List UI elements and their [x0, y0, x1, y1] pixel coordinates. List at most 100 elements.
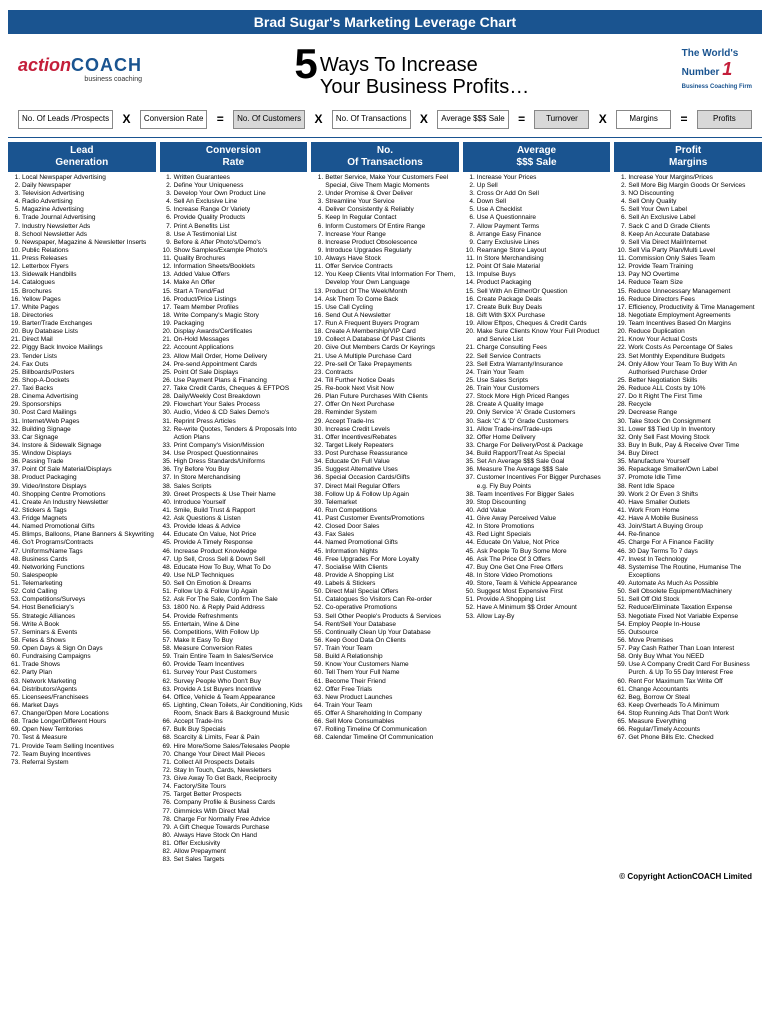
list-item: Fundraising Campaigns [8, 653, 156, 661]
list-item: Only Buy What You NEED [614, 653, 762, 661]
list-item: Sell Obsolete Equipment/Machinery [614, 588, 762, 596]
list-item: In Store Merchandising [463, 255, 611, 263]
five-num: 5 [294, 40, 317, 87]
list-item: Only Sell Fast Moving Stock [614, 434, 762, 442]
list-item: Use A Multiple Purchase Card [311, 353, 459, 361]
column: Better Service, Make Your Customers Feel… [311, 174, 459, 865]
list-item: Contracts [311, 369, 459, 377]
list-item: Use Call Cycling [311, 304, 459, 312]
divider [8, 137, 762, 138]
list-item: Use A Testimonial List [160, 231, 308, 239]
list-item: Use Prospect Questionnaires [160, 450, 308, 458]
list-item: Written Guarantees [160, 174, 308, 182]
list-item: Better Negotiation Skills [614, 377, 762, 385]
list-item: Post Card Mailings [8, 409, 156, 417]
list-item: Write Company's Magic Story [160, 312, 308, 320]
list-item: Repackage Smaller/Own Label [614, 466, 762, 474]
list-item: Have Smaller Outlets [614, 499, 762, 507]
list-item: A Gift Cheque Towards Purchase [160, 824, 308, 832]
list-item: Team Incentives Based On Margins [614, 320, 762, 328]
list-item: Send Out A Newsletter [311, 312, 459, 320]
list-item: Sell More Big Margin Goods Or Services [614, 182, 762, 190]
list-item: Ask Them To Come Back [311, 296, 459, 304]
logo-tag: business coaching [18, 76, 142, 83]
list-item: Systemise The Routine, Humanise The Exce… [614, 564, 762, 580]
list-item: Survey People Who Don't Buy [160, 678, 308, 686]
list-item: Streamline Your Service [311, 198, 459, 206]
list-item: School Newsletter Ads [8, 231, 156, 239]
list-item: Test & Measure [8, 734, 156, 742]
column: Increase Your Margins/PricesSell More Bi… [614, 174, 762, 865]
list-item: Rolling Timeline Of Communication [311, 726, 459, 734]
list-item: Packaging [160, 320, 308, 328]
footer: © Copyright ActionCOACH Limited [8, 872, 762, 881]
list-item: Car Signage [8, 434, 156, 442]
list-item: Cinema Advertising [8, 393, 156, 401]
list-item: Rent For Maximum Tax Write Off [614, 678, 762, 686]
list-item: Train Entire Team In Sales/Service [160, 653, 308, 661]
list-item: Information Sheets/Booklets [160, 263, 308, 271]
formula-op: = [679, 112, 690, 126]
list-item: Arrange Easy Finance [463, 231, 611, 239]
list-item: Train Your Team [463, 369, 611, 377]
formula-box: Conversion Rate [140, 110, 208, 129]
list-item: Work From Home [614, 507, 762, 515]
list-item: Increase Credit Levels [311, 426, 459, 434]
list-item: Local Newspaper Advertising [8, 174, 156, 182]
list-item: Create An Industry Newsletter [8, 499, 156, 507]
tagline-prefix: The World's [682, 48, 739, 59]
list-item: Work Costs As Percentage Of Sales [614, 344, 762, 352]
list-item: Build A Relationship [311, 653, 459, 661]
list-item: Sell More Consumables [311, 718, 459, 726]
list-item: Window Displays [8, 450, 156, 458]
list-item: Run Competitions [311, 507, 459, 515]
list-item: Know Your Customers Name [311, 661, 459, 669]
list-item: White Pages [8, 304, 156, 312]
list-item: Introduce Upgrades Regularly [311, 247, 459, 255]
list-item: Create A Quality Image [463, 401, 611, 409]
list-item: Re-write Quotes, Tenders & Proposals Int… [160, 426, 308, 442]
list-item: Rearrange Store Layout [463, 247, 611, 255]
list-item: Train Your Customers [463, 385, 611, 393]
formula-box: No. Of Leads /Prospects [18, 110, 113, 129]
list-item: Start A Trend/Fad [160, 288, 308, 296]
list-item: Point Of Sale Material [463, 263, 611, 271]
list-item: Stop Discounting [463, 499, 611, 507]
top-row: actionCOACH business coaching 5 Ways To … [8, 40, 762, 98]
list-item: Pre-sell Or Take Prepayments [311, 361, 459, 369]
list-item: Cold Calling [8, 588, 156, 596]
logo-coach: COACH [71, 55, 142, 75]
list-item: Allow Payment Terms [463, 223, 611, 231]
list-item: Provide A Shopping List [463, 596, 611, 604]
list-item: Socialise With Clients [311, 564, 459, 572]
list-item: In Store Merchandising [160, 474, 308, 482]
list-item: Public Relations [8, 247, 156, 255]
list-item: Television Advertising [8, 190, 156, 198]
list-item: Audio, Video & CD Sales Demo's [160, 409, 308, 417]
list-item: Re-finance [614, 531, 762, 539]
list-item: Fridge Magnets [8, 515, 156, 523]
formula-op: = [215, 112, 226, 126]
list-item: Move Premises [614, 637, 762, 645]
list-item: Charge For A Finance Facility [614, 539, 762, 547]
list-item: Pay NO Overtime [614, 271, 762, 279]
list-item: Ask For The Sale, Confirm The Sale [160, 596, 308, 604]
list-item: Reduce/Eliminate Taxation Expense [614, 604, 762, 612]
list-item: Sell Other People's Products & Services [311, 613, 459, 621]
list-item: Sell An Exclusive Label [614, 214, 762, 222]
list-item: Company Profile & Business Cards [160, 799, 308, 807]
list-item: Special Occasion Cards/Gifts [311, 474, 459, 482]
list-item: Newspaper, Magazine & Newsletter Inserts [8, 239, 156, 247]
list-item: Use A Questionnaire [463, 214, 611, 222]
list-item: Create Package Deals [463, 296, 611, 304]
list-item: Take Credit Cards, Cheques & EFTPOS [160, 385, 308, 393]
list-item: Co-operative Promotions [311, 604, 459, 612]
list-item: Collect A Database Of Past Clients [311, 336, 459, 344]
list-item: Offer Free Trials [311, 686, 459, 694]
list-item: Automate As Much As Possible [614, 580, 762, 588]
list-item: Licensees/Franchisees [8, 694, 156, 702]
list-item: Pay Cash Rather Than Loan Interest [614, 645, 762, 653]
list-item: Educate How To Buy, What To Do [160, 564, 308, 572]
list-item: Point Of Sale Material/Displays [8, 466, 156, 474]
list-item: Have A Minimum $$ Order Amount [463, 604, 611, 612]
